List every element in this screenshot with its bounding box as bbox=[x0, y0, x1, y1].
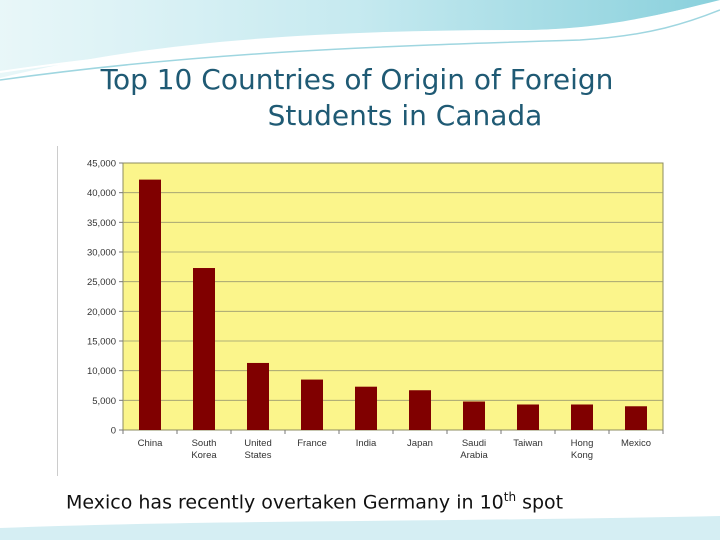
x-tick-label: United bbox=[244, 438, 271, 449]
caption-text: Mexico has recently overtaken Germany in… bbox=[66, 491, 504, 514]
y-tick-label: 20,000 bbox=[87, 307, 116, 318]
caption-superscript: th bbox=[503, 490, 517, 504]
y-tick-label: 5,000 bbox=[92, 396, 116, 407]
x-tick-label: Korea bbox=[191, 450, 217, 461]
y-tick-label: 25,000 bbox=[87, 277, 116, 288]
bar bbox=[463, 401, 485, 430]
x-tick-label: Kong bbox=[571, 450, 593, 461]
slide-title: Top 10 Countries of Origin of Foreign St… bbox=[0, 62, 720, 134]
x-tick-label: Hong bbox=[571, 438, 594, 449]
bar-chart: 0 5,000 10,000 15,000 20,000 25,000 30,000 35,0… bbox=[87, 159, 664, 461]
x-tick-label: States bbox=[245, 450, 272, 461]
y-tick-label: 0 bbox=[111, 426, 116, 437]
chart-container: 0 5,000 10,000 15,000 20,000 25,000 30,000 35,0… bbox=[57, 146, 670, 476]
y-tick-label: 10,000 bbox=[87, 366, 116, 377]
x-tick-label: Arabia bbox=[460, 450, 488, 461]
bar bbox=[409, 390, 431, 430]
header-swoosh-line bbox=[0, 1, 720, 73]
x-tick-label: China bbox=[138, 438, 164, 449]
x-tick-label: Taiwan bbox=[513, 438, 543, 449]
y-tick-label: 35,000 bbox=[87, 218, 116, 229]
bar bbox=[193, 268, 215, 430]
x-tick-label: Japan bbox=[407, 438, 433, 449]
bar bbox=[247, 362, 269, 430]
x-tick-label: South bbox=[192, 438, 217, 449]
x-tick-label: India bbox=[356, 438, 377, 449]
bar bbox=[355, 386, 377, 430]
bar bbox=[571, 404, 593, 430]
x-tick-label: Mexico bbox=[621, 438, 651, 449]
bar bbox=[139, 179, 161, 430]
bar bbox=[301, 379, 323, 430]
x-tick-label: Saudi bbox=[462, 438, 486, 449]
y-tick-label: 45,000 bbox=[87, 159, 116, 170]
y-tick-label: 30,000 bbox=[87, 248, 116, 259]
caption-tail: spot bbox=[516, 491, 564, 514]
header-swoosh-line bbox=[0, 9, 720, 81]
y-tick-label: 40,000 bbox=[87, 188, 116, 199]
footer-swoosh bbox=[0, 516, 720, 540]
y-tick-label: 15,000 bbox=[87, 337, 116, 348]
slide-title-line-2: Students in Canada bbox=[267, 99, 543, 132]
header-swoosh bbox=[0, 0, 720, 78]
x-tick-label: France bbox=[297, 438, 327, 449]
slide-caption: Mexico has recently overtaken Germany in… bbox=[66, 490, 686, 513]
slide-title-line-1: Top 10 Countries of Origin of Foreign bbox=[100, 63, 614, 96]
bar bbox=[625, 406, 647, 430]
bar bbox=[517, 404, 539, 430]
